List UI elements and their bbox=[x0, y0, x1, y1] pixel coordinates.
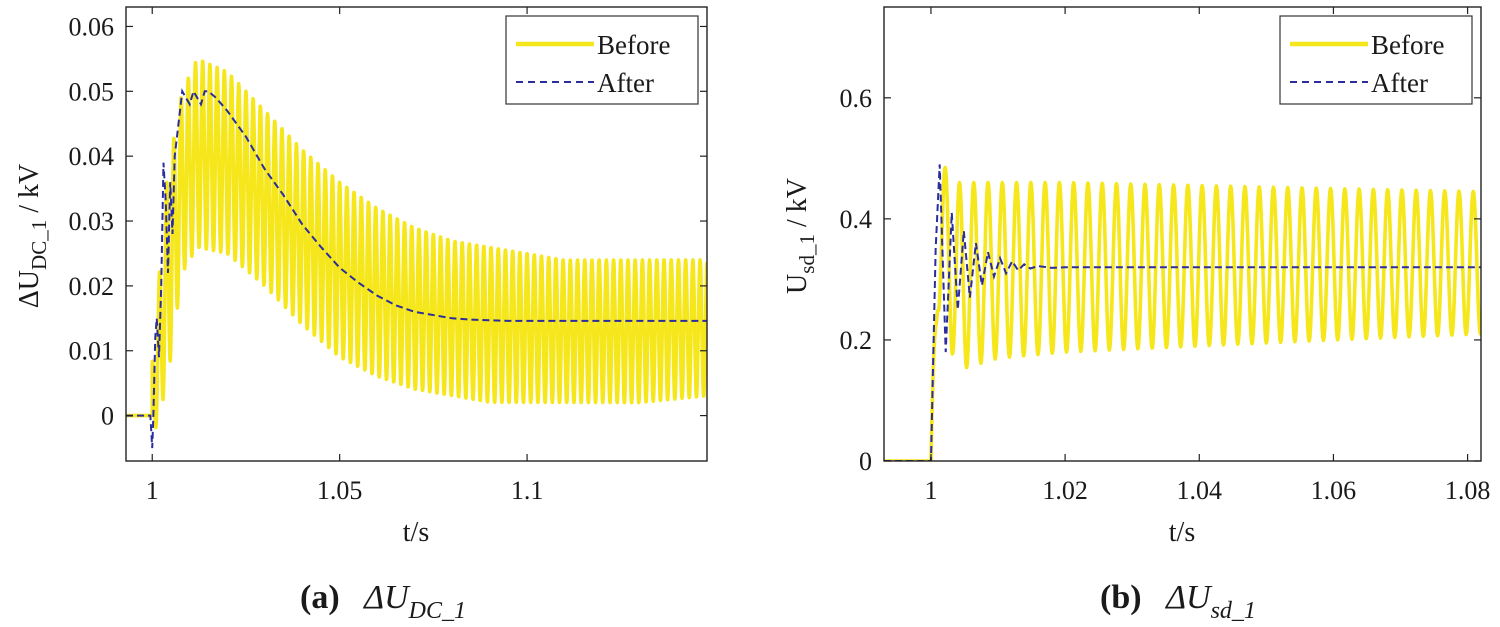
panel-a-xtick-label: 1 bbox=[146, 476, 159, 505]
panel-b-xtick-label: 1.02 bbox=[1042, 476, 1088, 505]
panel-b-ytick-label: 0.6 bbox=[840, 84, 873, 113]
panel-a-caption: (a) ΔUDC_1 bbox=[300, 579, 466, 624]
panel-b-chart: 1 1.02 1.04 1.06 1.08 0 0.2 0.4 0.6 Before After… bbox=[782, 6, 1491, 548]
panel-a-y-label-sub: DC_1 bbox=[27, 220, 51, 270]
panel-a-legend-after-label: After bbox=[597, 68, 654, 98]
panel-b-caption-symbol: ΔU bbox=[1164, 579, 1213, 616]
panel-b-ytick-label: 0.4 bbox=[840, 205, 873, 234]
panel-b-y-label-suffix: / kV bbox=[782, 178, 813, 234]
panel-a-ytick-label: 0.04 bbox=[69, 142, 115, 171]
panel-b-y-axis-label: Usd_1 / kV bbox=[782, 178, 819, 294]
panel-b-legend: Before After bbox=[1279, 15, 1473, 105]
panel-b-series-layer bbox=[884, 164, 1481, 461]
panel-b-caption: (b) ΔUsd_1 bbox=[1100, 579, 1256, 624]
panel-b-series-after bbox=[884, 164, 1481, 461]
panel-a-caption-subscript: DC_1 bbox=[408, 598, 466, 624]
panel-a-series-after bbox=[126, 88, 707, 449]
panel-a-ytick-label: 0.03 bbox=[69, 207, 115, 236]
panel-a-y-label-prefix: ΔU bbox=[14, 270, 45, 308]
panel-a-xtick-label: 1.1 bbox=[511, 476, 544, 505]
panel-a-plot-frame bbox=[125, 6, 708, 462]
panel-b-xtick-label: 1.08 bbox=[1445, 476, 1491, 505]
panel-b-xtick-label: 1.06 bbox=[1311, 476, 1357, 505]
panel-a-ytick-label: 0 bbox=[101, 402, 114, 431]
panel-b-y-label-sub: sd_1 bbox=[795, 234, 819, 274]
panel-b-ytick-label: 0 bbox=[859, 447, 872, 476]
panel-b-legend-before-label: Before bbox=[1371, 30, 1444, 60]
panel-b-ticks: 1 1.02 1.04 1.06 1.08 0 0.2 0.4 0.6 bbox=[840, 7, 1491, 505]
panel-a-series-before bbox=[126, 59, 707, 430]
panel-b-caption-letter: (b) bbox=[1100, 579, 1142, 616]
panel-b-series-before bbox=[884, 165, 1481, 461]
panel-a-ytick-label: 0.06 bbox=[69, 12, 115, 41]
panel-b-xtick-label: 1 bbox=[924, 476, 937, 505]
panel-a-ytick-label: 0.02 bbox=[69, 272, 115, 301]
panel-a-legend: Before After bbox=[505, 15, 699, 105]
panel-b-x-axis-label: t/s bbox=[1169, 517, 1195, 548]
panel-a-ticks: 1 1.05 1.1 0 0.01 0.02 0.03 0.04 0.05 0.06 bbox=[69, 7, 707, 505]
panel-b-plot-frame bbox=[883, 6, 1482, 462]
panel-b-ytick-label: 0.2 bbox=[840, 326, 873, 355]
panel-b-y-label-prefix: U bbox=[782, 274, 813, 294]
panel-a-y-axis-label: ΔUDC_1 / kV bbox=[14, 164, 51, 308]
panel-a-ytick-label: 0.01 bbox=[69, 337, 115, 366]
panel-a-caption-letter: (a) bbox=[300, 579, 340, 616]
panel-a-legend-before-label: Before bbox=[597, 30, 670, 60]
panel-a-legend-box bbox=[505, 15, 699, 105]
panel-b-caption-subscript: sd_1 bbox=[1211, 598, 1256, 624]
panel-a-caption-symbol: ΔU bbox=[362, 579, 411, 616]
panel-b-xtick-label: 1.04 bbox=[1177, 476, 1223, 505]
panel-a-ytick-label: 0.05 bbox=[69, 77, 115, 106]
panel-a-xtick-label: 1.05 bbox=[317, 476, 363, 505]
panel-a-y-label-suffix: / kV bbox=[14, 164, 45, 220]
panel-b-legend-box bbox=[1279, 15, 1473, 105]
panel-a-x-axis-label: t/s bbox=[403, 517, 429, 548]
panel-b-legend-after-label: After bbox=[1371, 68, 1428, 98]
panel-a-series-layer bbox=[126, 59, 707, 449]
panel-a-chart: 1 1.05 1.1 0 0.01 0.02 0.03 0.04 0.05 0.06 Before… bbox=[14, 6, 708, 548]
